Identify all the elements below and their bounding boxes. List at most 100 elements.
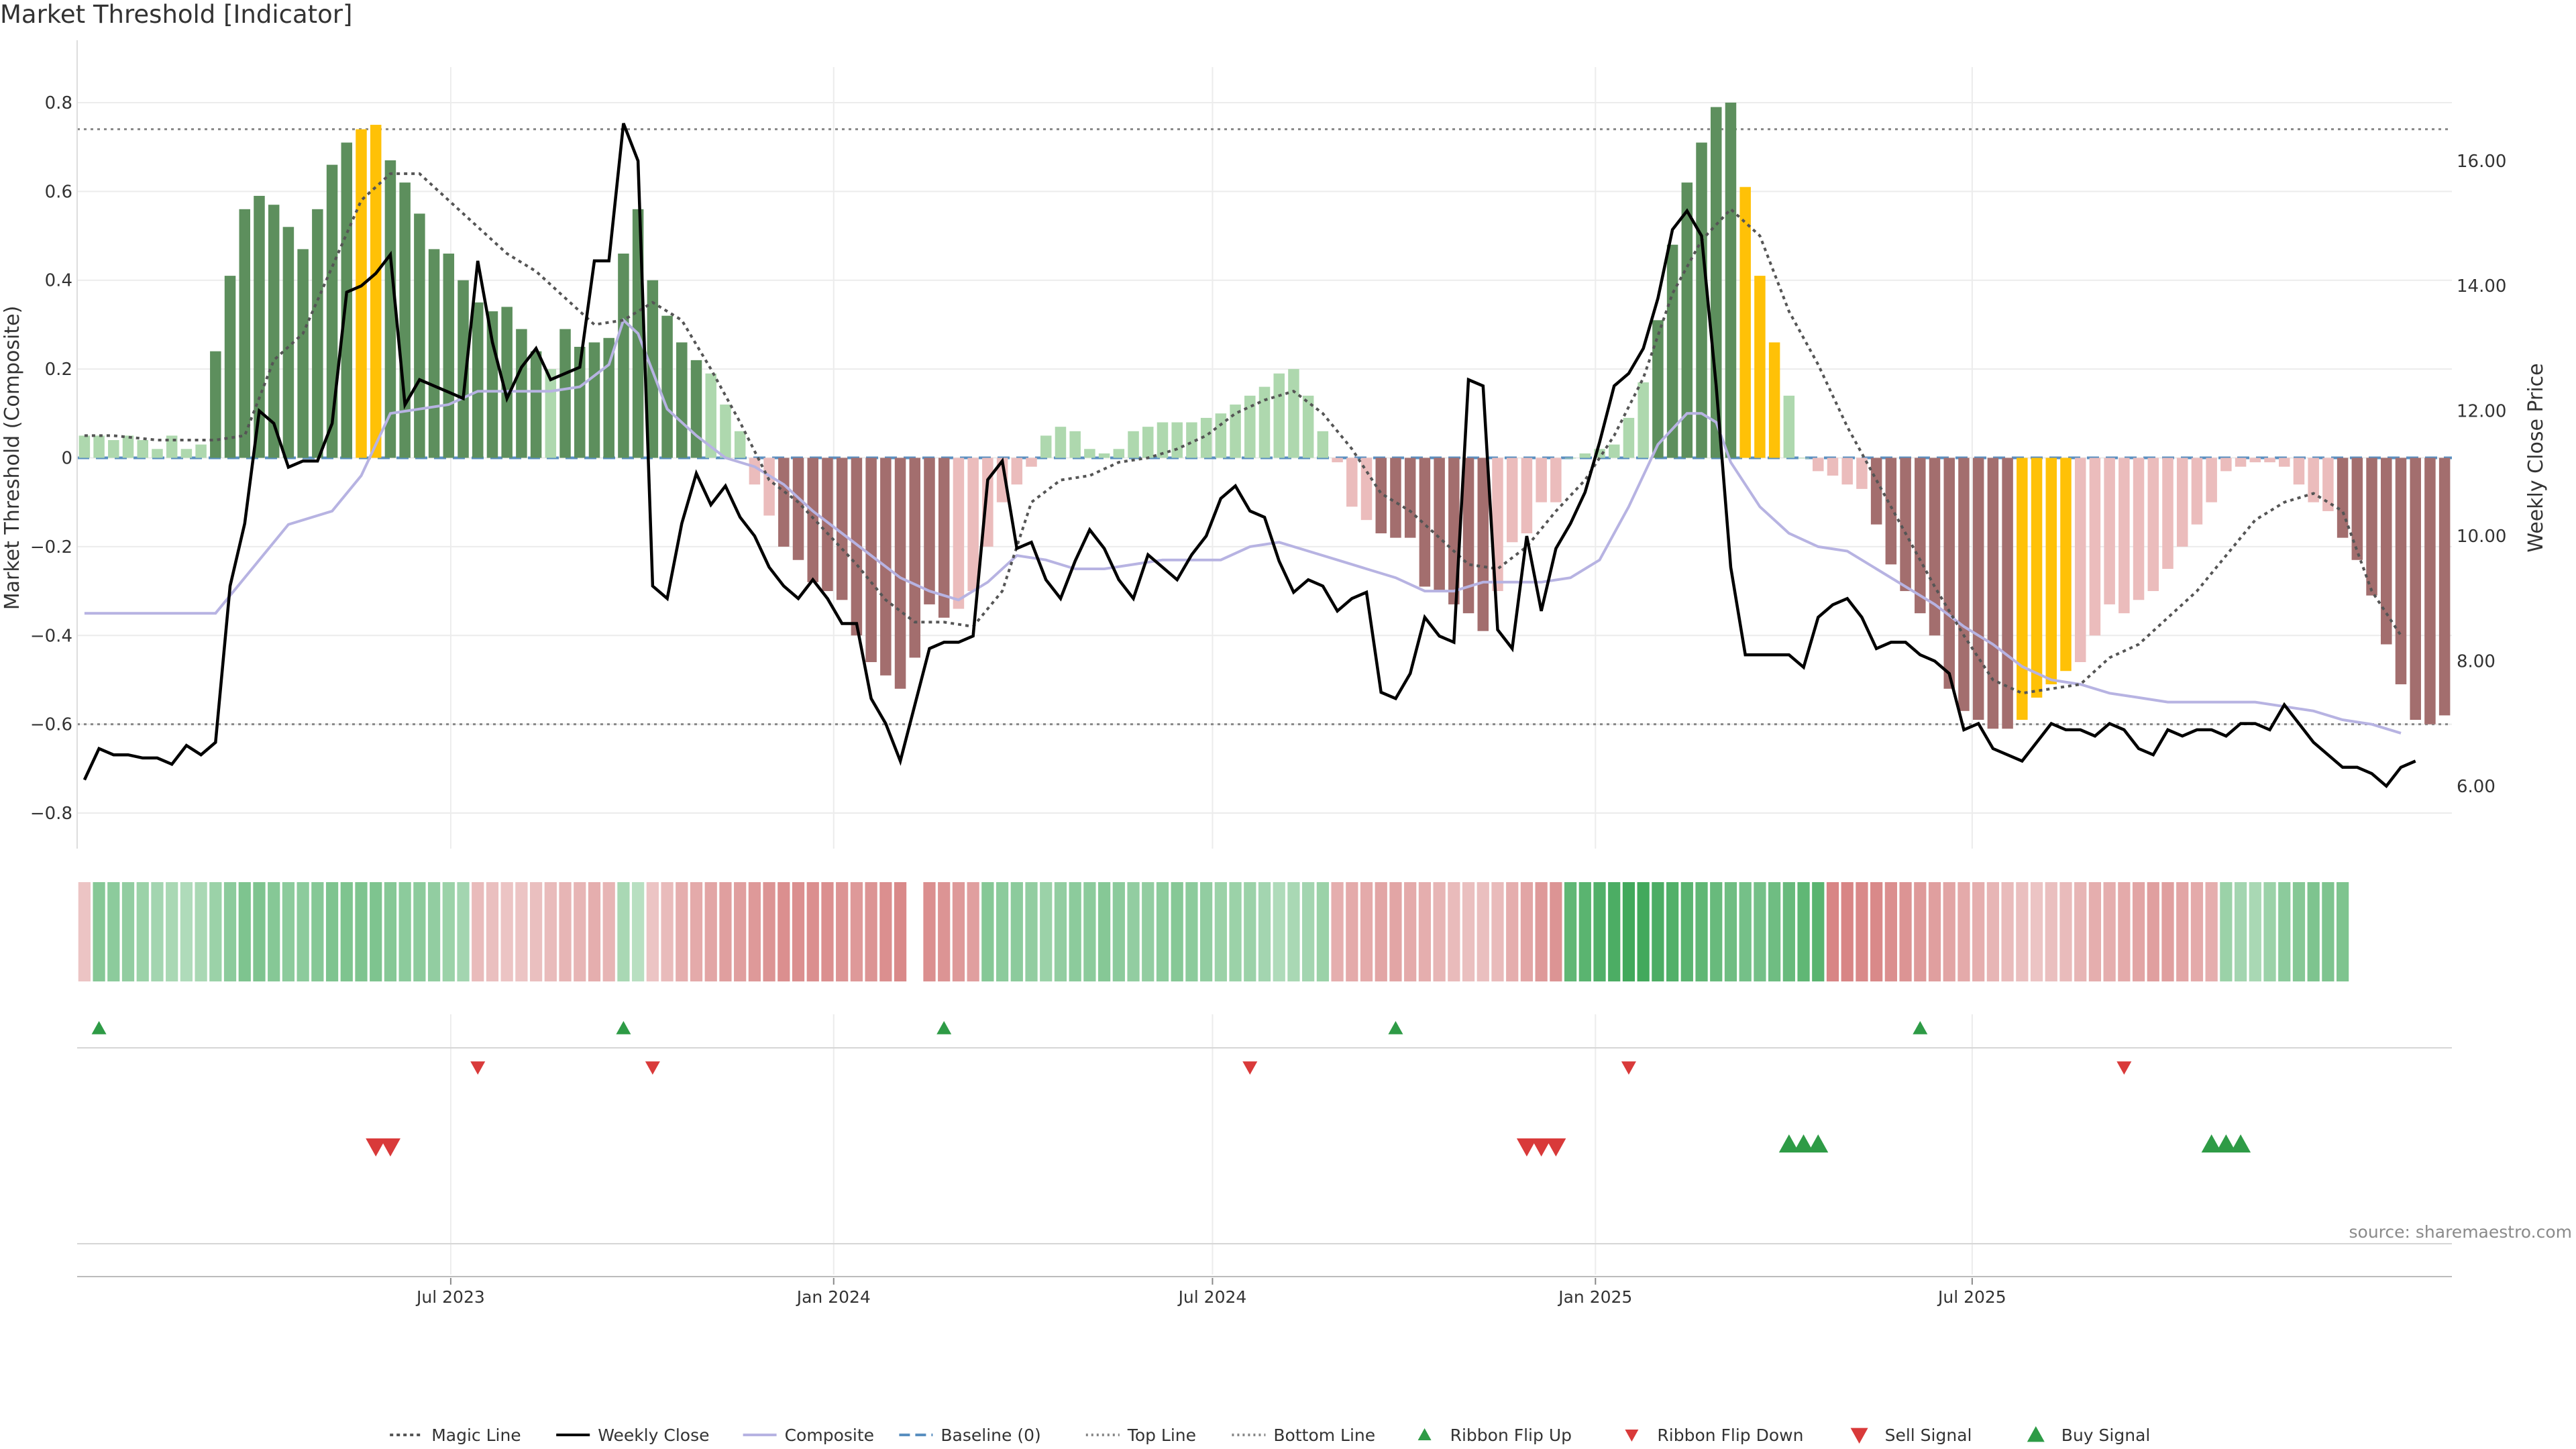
threshold-bar	[807, 458, 819, 582]
threshold-bar	[1390, 458, 1401, 538]
left-tick-label: 0.2	[45, 360, 72, 380]
ribbon-cell	[1127, 882, 1140, 981]
threshold-bar	[1302, 395, 1314, 458]
ribbon-cell	[1856, 882, 1868, 981]
threshold-bar	[108, 440, 119, 458]
threshold-bar	[2410, 458, 2421, 720]
sell-signal-marker	[366, 1138, 386, 1157]
threshold-bar	[1841, 458, 1853, 485]
ribbon-cell	[2045, 882, 2057, 981]
threshold-bar	[1900, 458, 1911, 592]
ribbon-cell	[1185, 882, 1198, 981]
ribbon-cell	[632, 882, 645, 981]
ribbon-cell	[1200, 882, 1213, 981]
threshold-bar	[268, 205, 280, 458]
ribbon-cell	[836, 882, 849, 981]
threshold-bar	[1972, 458, 1984, 720]
ribbon-cell	[1302, 882, 1315, 981]
threshold-bar	[1987, 458, 1999, 729]
threshold-bar	[1419, 458, 1431, 587]
ribbon-cell	[1666, 882, 1679, 981]
x-tick-label: Jul 2024	[1177, 1287, 1247, 1307]
threshold-bar	[778, 458, 790, 547]
ribbon-cell	[676, 882, 688, 981]
axes: 0.8 0.6 0.4 0.2 0 −0.2 −0.4 −0.6 −0.8 16.00 14.00 1…	[1, 40, 2548, 849]
threshold-bar	[734, 431, 746, 458]
ribbon-cell	[2161, 882, 2174, 981]
ribbon-cell	[879, 882, 892, 981]
threshold-bar	[1710, 107, 1722, 458]
ribbon-cell	[384, 882, 397, 981]
ribbon-cell	[1520, 882, 1534, 981]
ribbon-cell	[2307, 882, 2320, 981]
threshold-bar	[1215, 413, 1227, 458]
threshold-bar	[1462, 458, 1474, 614]
ribbon-cell	[311, 882, 324, 981]
ribbon-cell	[500, 882, 513, 981]
threshold-bar	[909, 458, 921, 658]
ribbon-cell	[1695, 882, 1708, 981]
threshold-bar	[2438, 458, 2451, 716]
series-lines	[83, 123, 2416, 789]
legend-item: Ribbon Flip Down	[1625, 1426, 1803, 1445]
legend-item: Weekly Close	[556, 1426, 709, 1445]
left-tick-label: −0.8	[30, 804, 72, 824]
ribbon-cell	[1389, 882, 1402, 981]
ribbon-cell	[1258, 882, 1271, 981]
threshold-bar	[2104, 458, 2115, 604]
ribbon-cell	[1797, 882, 1810, 981]
threshold-bar	[326, 164, 338, 458]
threshold-bar	[1783, 395, 1795, 458]
ribbon-cell	[1637, 882, 1650, 981]
threshold-bar	[180, 449, 193, 458]
ribbon-cell	[1054, 882, 1067, 981]
legend-label: Buy Signal	[2061, 1426, 2151, 1445]
ribbon-cell	[1680, 882, 1693, 981]
ribbon-cell	[1739, 882, 1752, 981]
threshold-bar	[1536, 458, 1547, 502]
ribbon-cell	[1578, 882, 1591, 981]
threshold-bar	[1128, 431, 1139, 458]
ribbon-cell	[1025, 882, 1038, 981]
threshold-bar	[2381, 458, 2392, 645]
threshold-bar	[2220, 458, 2232, 472]
threshold-bar	[1521, 458, 1533, 534]
ribbon-cell	[268, 882, 280, 981]
legend-label: Ribbon Flip Down	[1657, 1426, 1803, 1445]
left-tick-label: 0	[61, 449, 72, 469]
threshold-bar	[1739, 186, 1751, 458]
threshold-bar	[1273, 373, 1285, 458]
ribbon-cell	[1097, 882, 1111, 981]
right-tick-label: 12.00	[2457, 402, 2506, 422]
threshold-bar	[924, 458, 935, 604]
threshold-bar	[1288, 369, 1299, 458]
threshold-bar	[239, 209, 251, 458]
legend-item: Bottom Line	[1232, 1426, 1375, 1445]
ribbon-cell	[427, 882, 441, 981]
ribbon-cell	[1812, 882, 1825, 981]
threshold-bar	[2308, 458, 2319, 502]
threshold-bar	[93, 435, 105, 458]
threshold-bar	[312, 209, 323, 458]
ribbon-cell	[2292, 882, 2306, 981]
ribbon-cell	[1491, 882, 1504, 981]
ribbon-cell	[1710, 882, 1723, 981]
ribbon-cell	[2234, 882, 2247, 981]
ribbon-cell	[1404, 882, 1417, 981]
threshold-bar	[370, 125, 382, 458]
threshold-bar	[1375, 458, 1387, 534]
threshold-bar	[1638, 382, 1649, 458]
threshold-bar	[399, 182, 411, 458]
threshold-bar	[1055, 427, 1067, 458]
threshold-bar	[822, 458, 833, 592]
legend-marker	[1850, 1428, 1868, 1444]
right-tick-label: 14.00	[2457, 276, 2506, 297]
threshold-bar	[1230, 405, 1241, 458]
x-tick-label: Jan 2024	[796, 1287, 871, 1307]
ribbon-cell	[486, 882, 499, 981]
ribbon-flip-up-marker	[91, 1021, 107, 1034]
ribbon-cell	[355, 882, 368, 981]
threshold-bar	[1332, 458, 1343, 463]
ribbon-cell	[1841, 882, 1854, 981]
ribbon-cell	[748, 882, 761, 981]
